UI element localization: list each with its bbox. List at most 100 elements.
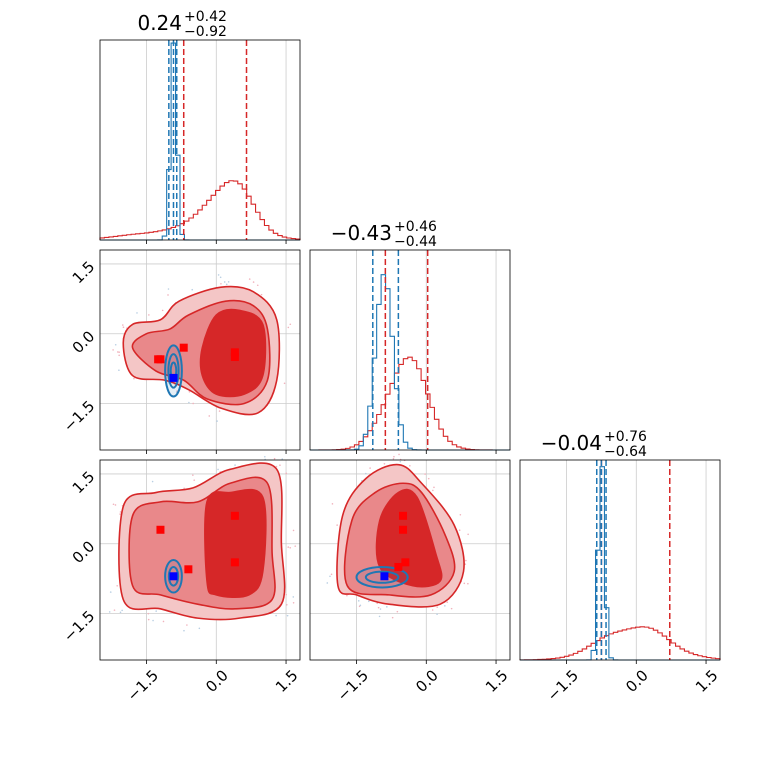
scatter-point (112, 349, 114, 351)
scatter-point (289, 547, 292, 549)
marginal-panel-2 (519, 459, 721, 664)
x-tick-label-1-2: 1.5 (482, 666, 512, 696)
scatter-point (386, 606, 388, 608)
scatter-point (192, 474, 194, 476)
scatter-point (431, 609, 434, 611)
scatter-point (275, 465, 278, 468)
scatter-point (136, 312, 138, 314)
scatter-point (112, 503, 115, 506)
scatter-point (331, 503, 334, 505)
scatter-point (273, 457, 276, 460)
scatter-point (379, 608, 382, 610)
scatter-point (133, 377, 135, 380)
scatter-point (118, 351, 121, 353)
scatter-point (294, 545, 297, 547)
scatter-point (292, 601, 295, 604)
x-tick-label-2-0: −1.5 (544, 666, 582, 704)
joint-1-blue-marker-0 (169, 572, 178, 581)
scatter-point (459, 513, 462, 516)
scatter-point (256, 284, 259, 287)
marginal-2-red-histogram (519, 626, 721, 661)
joint-2-red-marker-2 (401, 558, 410, 567)
scatter-point (326, 582, 329, 584)
panel-title-2-lower-error: −0.64 (604, 444, 647, 460)
joint-panel-1 (99, 455, 301, 664)
scatter-point (392, 457, 395, 460)
panel-title-0-upper-error: +0.42 (184, 9, 227, 25)
scatter-point (191, 288, 194, 291)
joint-panel-2 (309, 453, 511, 664)
scatter-point (109, 591, 112, 593)
scatter-point (330, 573, 333, 576)
scatter-point (359, 604, 362, 607)
scatter-point (186, 624, 188, 626)
scatter-point (285, 593, 287, 596)
scatter-point (286, 614, 289, 617)
scatter-point (450, 607, 453, 610)
scatter-point (346, 594, 348, 597)
joint-2-red-marker-3 (394, 562, 403, 571)
panel-title-1: −0.43 (331, 221, 392, 245)
marginal-panel-0 (99, 39, 301, 244)
x-tick-label-0-1: 0.0 (202, 666, 232, 696)
scatter-point (188, 401, 190, 404)
scatter-point (357, 600, 360, 602)
scatter-point (248, 278, 251, 280)
scatter-point (183, 487, 185, 490)
scatter-point (396, 610, 399, 613)
scatter-point (193, 479, 196, 481)
scatter-point (292, 596, 295, 598)
panel-title-1-lower-error: −0.44 (394, 234, 437, 250)
y-tick-label-2-2: 1.5 (69, 468, 99, 498)
panel-title-2-upper-error: +0.76 (604, 429, 647, 445)
scatter-point (292, 529, 295, 532)
scatter-point (458, 529, 461, 532)
scatter-point (279, 464, 281, 466)
scatter-point (121, 324, 124, 326)
scatter-point (398, 453, 400, 456)
scatter-point (223, 281, 226, 283)
x-tick-label-2-2: 1.5 (692, 666, 722, 696)
axes-border (99, 249, 301, 451)
scatter-point (108, 611, 111, 613)
scatter-point (436, 613, 438, 615)
scatter-point (220, 283, 222, 285)
panel-title-2: −0.04 (541, 431, 602, 455)
scatter-point (113, 609, 116, 611)
scatter-point (467, 533, 469, 536)
scatter-point (409, 464, 411, 467)
scatter-point (118, 369, 120, 372)
joint-panel-0 (99, 249, 301, 454)
axes-border (99, 39, 301, 241)
scatter-point (218, 410, 221, 412)
marginal-0-red-histogram (99, 180, 301, 240)
scatter-point (208, 415, 211, 417)
axes-border (99, 459, 301, 661)
scatter-point (183, 629, 185, 632)
joint-0-red-marker-4 (154, 355, 163, 364)
joint-1-red-marker-3 (184, 565, 193, 574)
scatter-point (167, 288, 170, 290)
x-tick-label-0-2: 1.5 (272, 666, 302, 696)
scatter-point (264, 455, 266, 458)
panel-title-0-lower-error: −0.92 (184, 24, 227, 40)
axes-border (309, 459, 511, 661)
scatter-point (377, 606, 380, 609)
scatter-point (116, 584, 118, 587)
y-tick-label-1-2: 1.5 (69, 258, 99, 288)
scatter-point (118, 354, 120, 357)
marginal-1-blue-histogram (310, 274, 510, 451)
scatter-point (329, 575, 331, 578)
panel-title-1-upper-error: +0.46 (394, 219, 437, 235)
marginal-1-red-histogram (309, 356, 510, 451)
scatter-point (289, 323, 292, 326)
scatter-point (446, 601, 449, 604)
scatter-point (148, 314, 150, 316)
scatter-point (283, 382, 286, 385)
x-tick-label-1-0: −1.5 (334, 666, 372, 704)
joint-2-blue-contour-1 (364, 570, 400, 584)
scatter-point (463, 582, 466, 585)
joint-2-blue-marker-0 (380, 572, 389, 581)
scatter-point (227, 281, 230, 283)
